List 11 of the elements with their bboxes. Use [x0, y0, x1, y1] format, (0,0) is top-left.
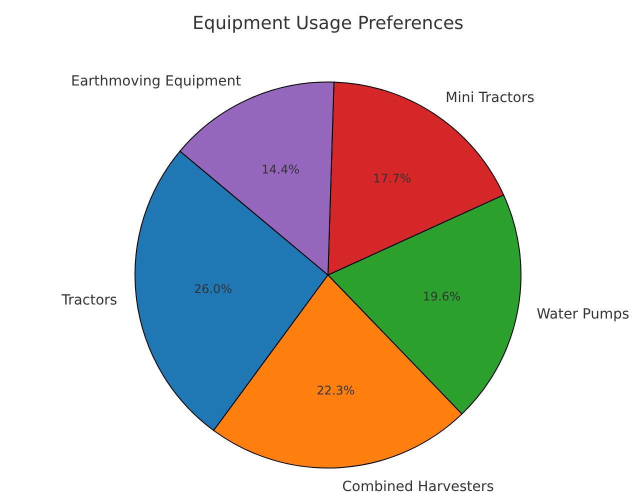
slice-label: Mini Tractors: [446, 90, 534, 106]
chart-title: Equipment Usage Preferences: [192, 13, 464, 34]
slice-label: Water Pumps: [536, 306, 630, 323]
data-label: 14.4%: [262, 162, 300, 176]
slice-label: Tractors: [60, 292, 118, 308]
data-label: 22.3%: [316, 384, 355, 398]
data-label: 26.0%: [194, 282, 232, 296]
slice-label: Earthmoving Equipment: [70, 73, 242, 90]
slice-label: Combined Harvesters: [342, 478, 494, 495]
data-label: 19.6%: [422, 290, 461, 304]
data-label: 17.7%: [373, 172, 412, 186]
